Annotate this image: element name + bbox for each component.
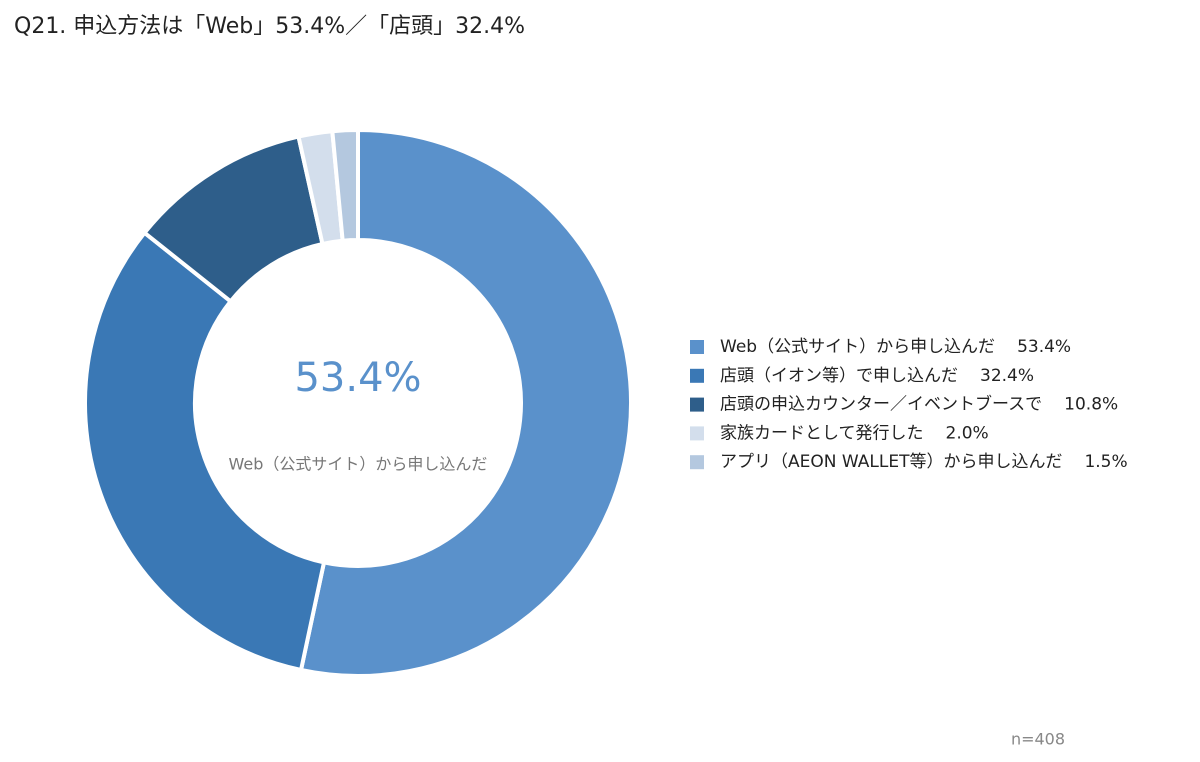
legend-value: 53.4% xyxy=(1017,337,1071,357)
legend: Web（公式サイト）から申し込んだ 53.4% 店頭（イオン等）で申し込んだ 32.4… xyxy=(690,337,1128,472)
legend-label: 家族カードとして発行した xyxy=(720,423,924,443)
slice xyxy=(83,229,327,673)
legend-value: 10.8% xyxy=(1064,395,1118,415)
center-label: Web（公式サイト）から申し込んだ xyxy=(229,455,488,474)
legend-value: 2.0% xyxy=(946,423,989,443)
legend-swatch xyxy=(690,426,704,441)
legend-label: Web（公式サイト）から申し込んだ xyxy=(720,337,995,357)
chart-title: Q21. 申込方法は「Web」53.4%／「店頭」32.4% xyxy=(14,14,525,39)
legend-swatch xyxy=(690,368,704,383)
legend-label: アプリ（AEON WALLET等）から申し込んだ xyxy=(720,452,1062,472)
legend-label: 店頭の申込カウンター／イベントブースで xyxy=(720,394,1042,415)
slice xyxy=(330,127,360,243)
legend-value: 32.4% xyxy=(980,366,1034,386)
legend-swatch xyxy=(690,455,704,470)
center-value: 53.4% xyxy=(294,355,421,401)
slice xyxy=(298,127,633,678)
legend-label: 店頭（イオン等）で申し込んだ xyxy=(720,366,958,386)
legend-value: 1.5% xyxy=(1084,452,1127,472)
note: n=408 xyxy=(1011,730,1065,749)
legend-swatch xyxy=(690,340,704,354)
legend-swatch xyxy=(690,397,704,412)
slices xyxy=(83,127,633,678)
